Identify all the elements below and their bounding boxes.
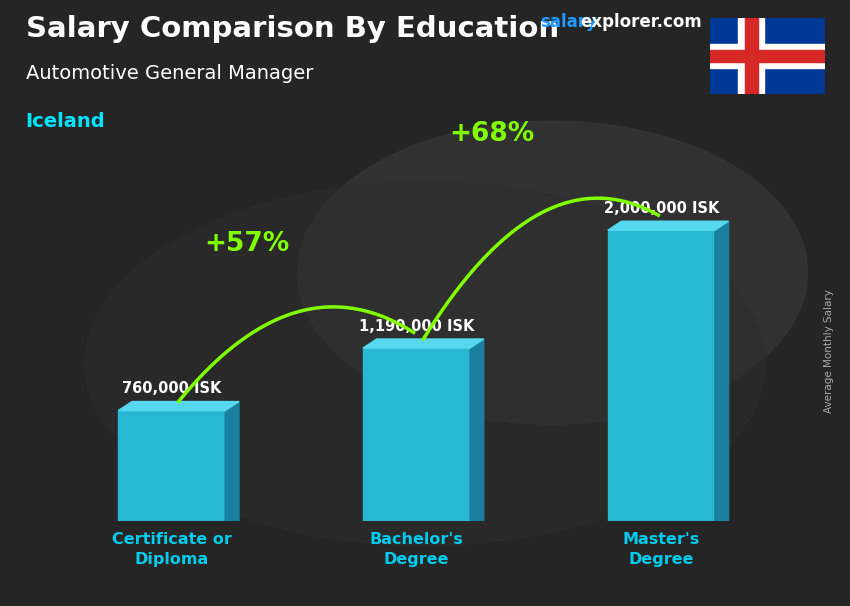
Polygon shape [470,339,484,521]
Ellipse shape [85,182,765,545]
Polygon shape [363,339,484,348]
Text: explorer.com: explorer.com [581,13,702,32]
Bar [745,18,757,94]
Text: Average Monthly Salary: Average Monthly Salary [824,290,834,413]
Polygon shape [608,221,728,230]
Text: +57%: +57% [205,231,290,258]
Bar [363,348,470,521]
Text: +68%: +68% [450,121,535,147]
Text: Automotive General Manager: Automotive General Manager [26,64,313,82]
Text: Salary Comparison By Education: Salary Comparison By Education [26,15,558,43]
Polygon shape [715,221,728,521]
Text: Iceland: Iceland [26,112,105,131]
Bar [118,411,225,521]
Ellipse shape [298,121,808,424]
Bar [710,44,824,68]
Text: 2,000,000 ISK: 2,000,000 ISK [604,201,719,216]
Bar [608,230,715,521]
Bar [710,50,824,62]
Polygon shape [225,402,239,521]
Text: 1,190,000 ISK: 1,190,000 ISK [359,319,474,333]
Text: 760,000 ISK: 760,000 ISK [122,381,221,396]
Polygon shape [118,402,239,411]
Text: salary: salary [540,13,597,32]
Bar [739,18,764,94]
